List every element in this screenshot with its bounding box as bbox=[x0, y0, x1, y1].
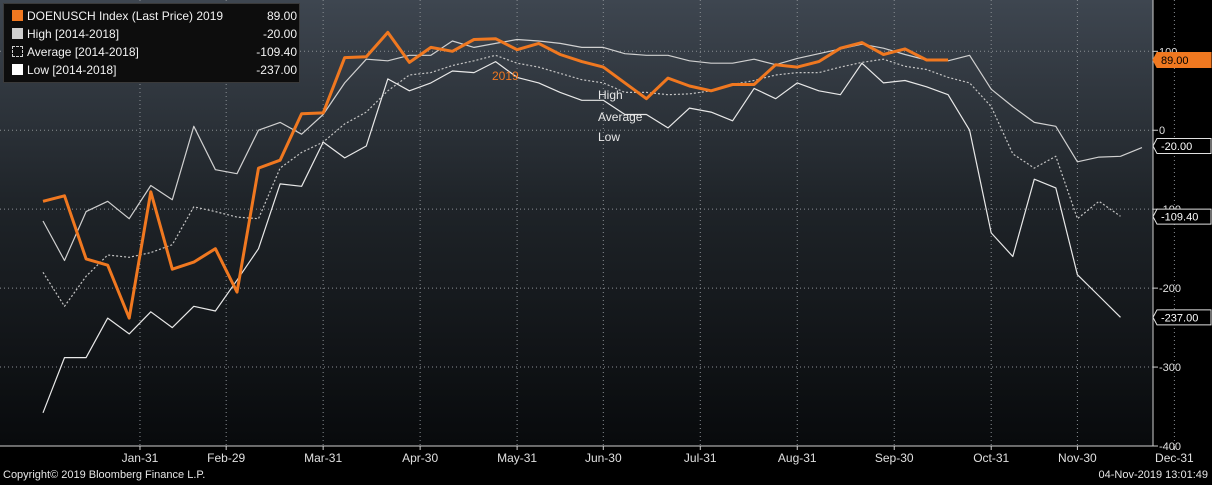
value-label-box bbox=[1152, 51, 1212, 68]
x-tick-label: Jun-30 bbox=[585, 451, 622, 465]
legend: DOENUSCH Index (Last Price) 2019 89.00 H… bbox=[3, 3, 300, 83]
series-line-high bbox=[42, 38, 1143, 262]
x-tick-label: Nov-30 bbox=[1058, 451, 1097, 465]
legend-swatch-low bbox=[12, 64, 23, 75]
series-line-average bbox=[42, 54, 1121, 307]
inline-label-average: Average bbox=[598, 110, 643, 124]
value-label-box bbox=[1152, 309, 1212, 326]
x-tick-label: Aug-31 bbox=[778, 451, 817, 465]
legend-value: -109.40 bbox=[256, 45, 297, 59]
legend-swatch-high bbox=[12, 28, 23, 39]
series-line-low bbox=[42, 60, 1121, 414]
value-label-text: -237.00 bbox=[1161, 312, 1198, 324]
value-label-box bbox=[1152, 208, 1212, 225]
x-tick-label: Oct-31 bbox=[973, 451, 1009, 465]
x-tick-label: May-31 bbox=[497, 451, 537, 465]
legend-value: -237.00 bbox=[256, 63, 297, 77]
series-line-2019 bbox=[42, 30, 949, 320]
y-tick-label: -300 bbox=[1159, 362, 1181, 374]
x-tick-label: Jan-31 bbox=[122, 451, 159, 465]
legend-label: High [2014-2018] bbox=[27, 27, 120, 41]
x-tick-label: Dec-31 bbox=[1155, 451, 1194, 465]
legend-swatch-average bbox=[12, 46, 23, 57]
inline-label-low: Low bbox=[598, 130, 620, 144]
x-tick-label: Feb-29 bbox=[207, 451, 245, 465]
y-tick-label: -400 bbox=[1159, 441, 1181, 453]
legend-swatch-2019 bbox=[12, 10, 23, 21]
legend-entry-2019: DOENUSCH Index (Last Price) 2019 89.00 bbox=[12, 8, 297, 24]
legend-entry-low: Low [2014-2018] -237.00 bbox=[12, 62, 297, 78]
value-label-box bbox=[1152, 138, 1212, 155]
value-label-text: -20.00 bbox=[1161, 141, 1192, 153]
y-tick-label: 0 bbox=[1159, 125, 1165, 137]
legend-label: Average [2014-2018] bbox=[27, 45, 139, 59]
legend-value: 89.00 bbox=[266, 9, 297, 23]
legend-label: Low [2014-2018] bbox=[27, 63, 117, 77]
timestamp-text: 04-Nov-2019 13:01:49 bbox=[1098, 469, 1208, 481]
x-tick-label: Apr-30 bbox=[402, 451, 438, 465]
legend-entry-high: High [2014-2018] -20.00 bbox=[12, 26, 297, 42]
value-label-text: -109.40 bbox=[1161, 212, 1198, 224]
inline-label-2019: 2019 bbox=[492, 69, 519, 83]
x-tick-label: Jul-31 bbox=[684, 451, 717, 465]
legend-label: DOENUSCH Index (Last Price) 2019 bbox=[27, 9, 224, 23]
legend-entry-average: Average [2014-2018] -109.40 bbox=[12, 44, 297, 60]
x-tick-label: Sep-30 bbox=[875, 451, 914, 465]
y-tick-label: -200 bbox=[1159, 283, 1181, 295]
legend-value: -20.00 bbox=[262, 27, 297, 41]
x-tick-label: Mar-31 bbox=[304, 451, 342, 465]
value-label-text: 89.00 bbox=[1161, 55, 1189, 67]
inline-label-high: High bbox=[598, 88, 623, 102]
copyright-text: Copyright© 2019 Bloomberg Finance L.P. bbox=[3, 469, 206, 481]
